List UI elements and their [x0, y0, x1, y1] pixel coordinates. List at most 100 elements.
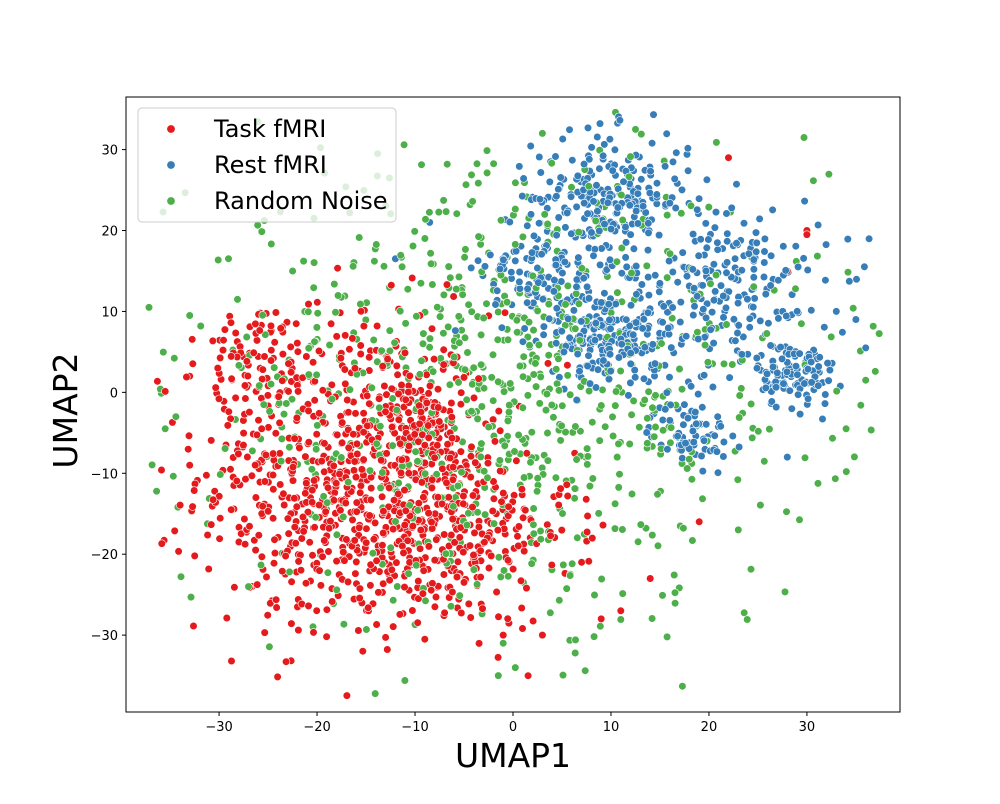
point-random-noise — [510, 447, 519, 456]
point-task-fmri — [582, 495, 591, 504]
point-random-noise — [270, 363, 279, 372]
point-task-fmri — [442, 280, 452, 289]
point-random-noise — [170, 354, 179, 363]
point-rest-fmri — [752, 353, 761, 363]
point-rest-fmri — [648, 340, 657, 349]
point-random-noise — [467, 407, 476, 416]
point-random-noise — [483, 168, 492, 177]
point-task-fmri — [523, 671, 533, 680]
point-task-fmri — [342, 535, 351, 544]
point-random-noise — [421, 469, 430, 478]
point-rest-fmri — [597, 244, 606, 253]
point-rest-fmri — [864, 234, 874, 243]
point-rest-fmri — [793, 307, 802, 316]
point-random-noise — [221, 444, 230, 453]
point-random-noise — [144, 303, 154, 312]
point-random-noise — [462, 520, 472, 530]
point-task-fmri — [304, 300, 313, 309]
point-task-fmri — [280, 500, 289, 510]
point-random-noise — [737, 384, 746, 393]
point-task-fmri — [299, 527, 308, 536]
point-rest-fmri — [668, 303, 677, 312]
point-rest-fmri — [752, 238, 761, 247]
point-task-fmri — [296, 566, 306, 575]
point-random-noise — [503, 416, 513, 426]
point-random-noise — [552, 379, 562, 388]
point-rest-fmri — [670, 174, 679, 183]
point-rest-fmri — [625, 321, 634, 331]
point-task-fmri — [301, 489, 310, 498]
point-random-noise — [531, 382, 541, 391]
point-rest-fmri — [574, 253, 583, 262]
point-task-fmri — [204, 564, 213, 574]
point-rest-fmri — [803, 394, 813, 403]
point-random-noise — [614, 439, 623, 449]
point-task-fmri — [366, 560, 375, 569]
point-task-fmri — [353, 449, 362, 459]
point-rest-fmri — [572, 275, 582, 284]
point-rest-fmri — [732, 239, 741, 248]
point-task-fmri — [467, 442, 476, 452]
point-task-fmri — [394, 489, 403, 499]
point-random-noise — [464, 300, 473, 309]
point-rest-fmri — [710, 431, 719, 440]
point-random-noise — [503, 298, 512, 307]
point-rest-fmri — [719, 437, 729, 447]
point-rest-fmri — [592, 181, 601, 190]
point-task-fmri — [216, 353, 225, 363]
legend-label-task-fmri: Task fMRI — [213, 115, 326, 143]
point-rest-fmri — [654, 231, 664, 240]
point-rest-fmri — [689, 284, 699, 293]
point-rest-fmri — [539, 330, 548, 339]
point-rest-fmri — [776, 343, 785, 352]
point-rest-fmri — [583, 361, 592, 371]
point-task-fmri — [257, 552, 267, 561]
point-task-fmri — [367, 473, 376, 482]
point-task-fmri — [251, 319, 260, 329]
y-tick-label: 30 — [101, 144, 118, 159]
point-task-fmri — [401, 395, 410, 404]
point-random-noise — [511, 240, 520, 249]
point-rest-fmri — [605, 135, 615, 144]
point-rest-fmri — [552, 231, 561, 240]
point-task-fmri — [287, 368, 296, 377]
point-task-fmri — [373, 321, 382, 331]
point-task-fmri — [315, 500, 324, 510]
point-rest-fmri — [663, 445, 672, 454]
point-random-noise — [677, 385, 687, 394]
point-rest-fmri — [681, 439, 690, 448]
point-random-noise — [488, 350, 498, 359]
point-task-fmri — [271, 429, 280, 438]
point-task-fmri — [302, 352, 311, 361]
point-random-noise — [653, 541, 663, 550]
point-rest-fmri — [604, 375, 614, 384]
point-rest-fmri — [534, 219, 544, 228]
point-rest-fmri — [713, 412, 722, 421]
point-task-fmri — [459, 373, 469, 382]
point-task-fmri — [308, 486, 317, 495]
point-task-fmri — [387, 281, 396, 290]
point-task-fmri — [616, 606, 625, 615]
point-random-noise — [332, 585, 341, 595]
point-random-noise — [339, 512, 348, 522]
point-random-noise — [533, 474, 542, 483]
point-random-noise — [518, 372, 528, 381]
point-random-noise — [411, 447, 420, 456]
point-task-fmri — [408, 606, 417, 615]
point-task-fmri — [352, 498, 361, 507]
point-task-fmri — [218, 346, 228, 355]
point-task-fmri — [190, 551, 199, 561]
point-task-fmri — [381, 633, 390, 642]
point-task-fmri — [365, 511, 374, 520]
point-rest-fmri — [589, 197, 598, 206]
point-rest-fmri — [567, 229, 576, 238]
point-random-noise — [311, 513, 320, 522]
point-task-fmri — [241, 394, 250, 403]
point-task-fmri — [350, 364, 360, 373]
point-rest-fmri — [621, 253, 630, 262]
point-rest-fmri — [621, 238, 631, 247]
point-random-noise — [503, 432, 512, 441]
point-task-fmri — [308, 551, 317, 560]
point-random-noise — [386, 543, 395, 552]
point-task-fmri — [290, 494, 299, 503]
